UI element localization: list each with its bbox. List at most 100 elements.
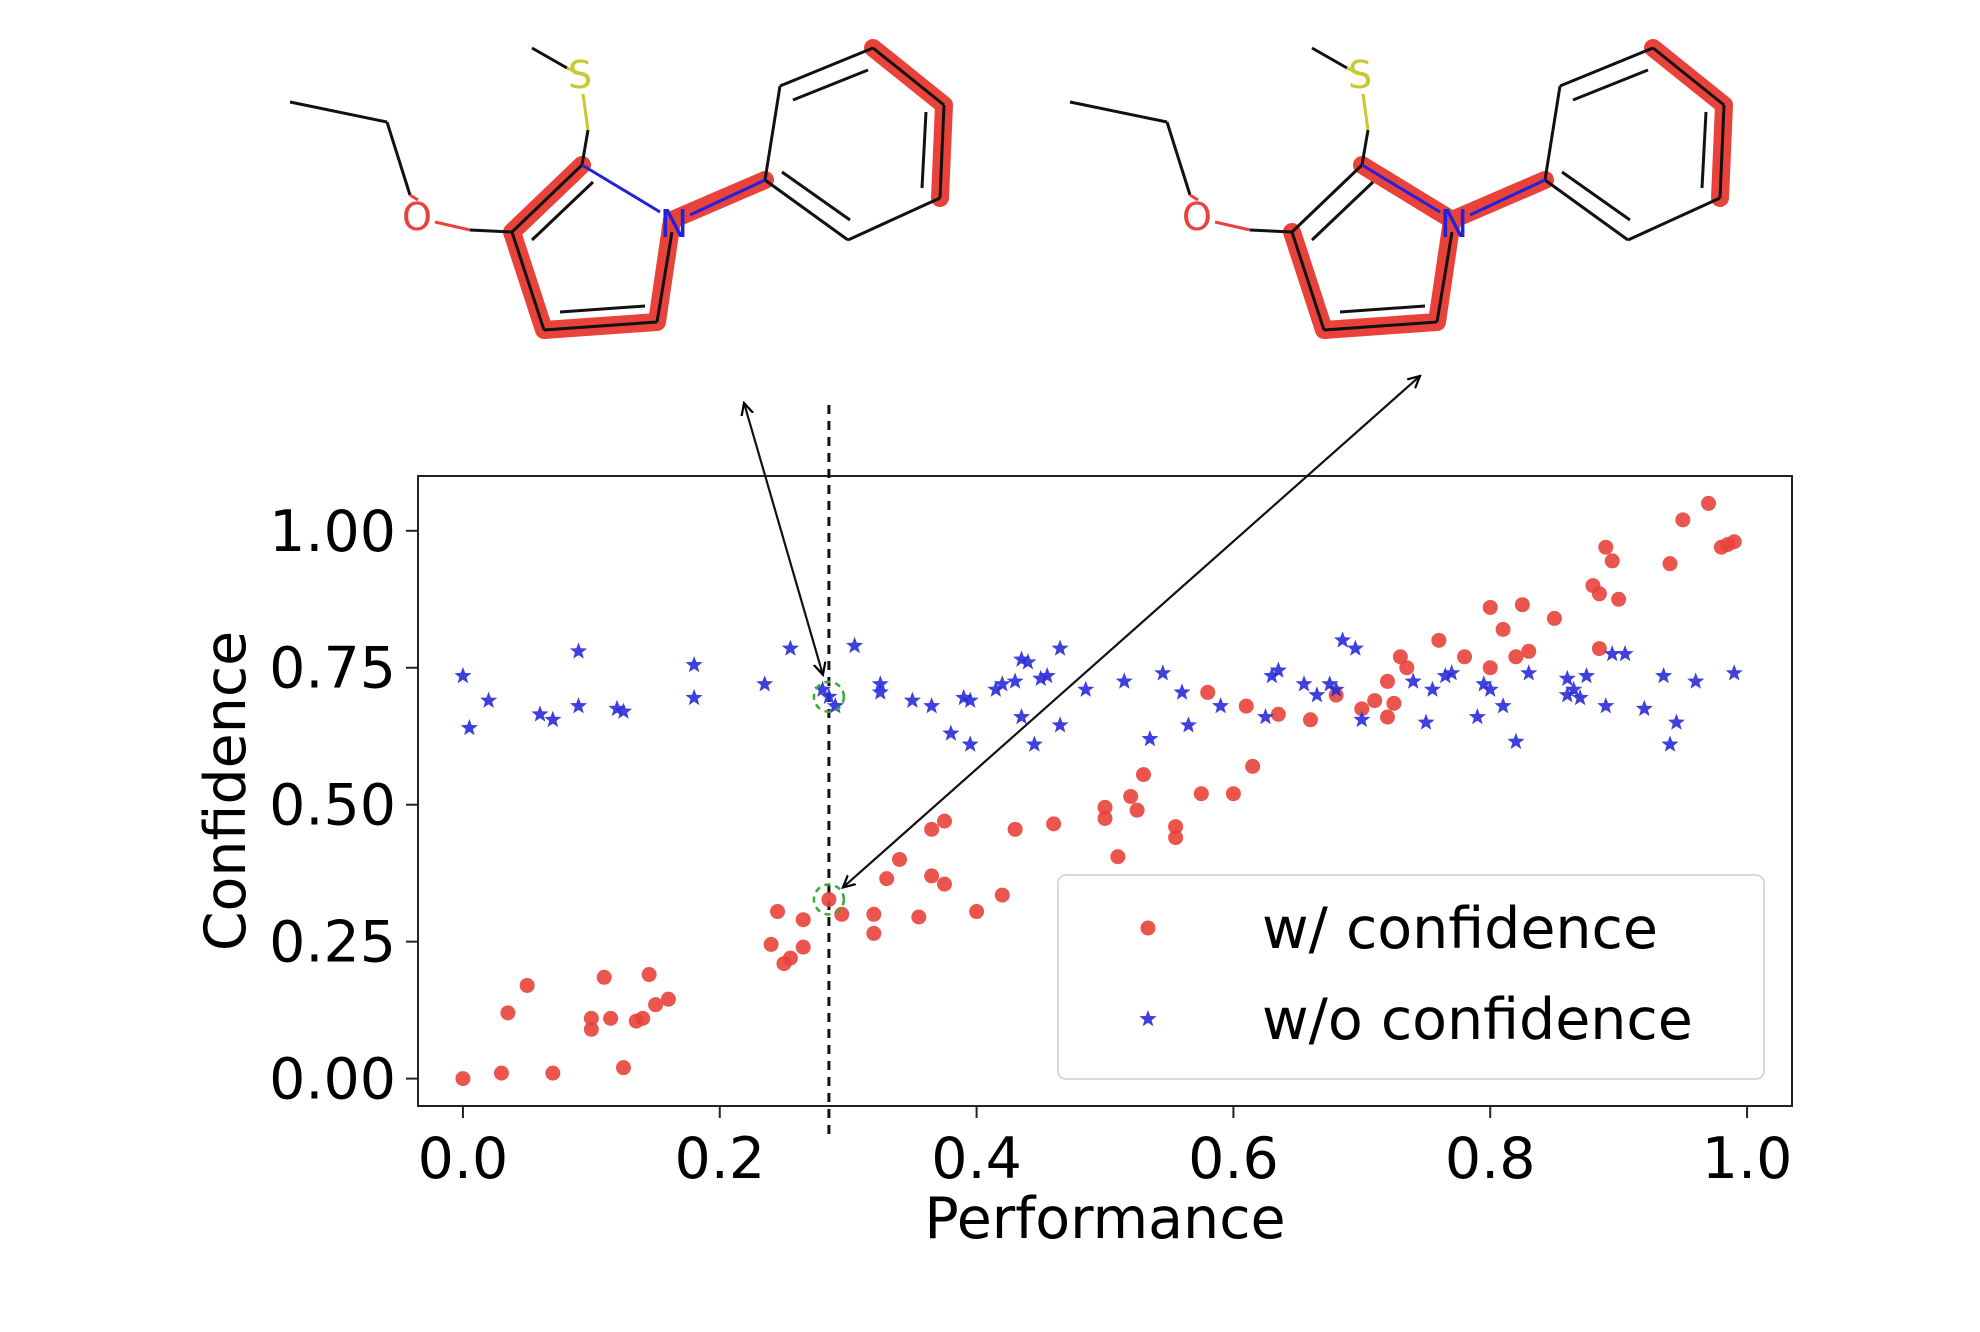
data-point-w-confidence <box>1225 786 1241 802</box>
data-point-w-confidence <box>545 1065 561 1081</box>
legend-star-icon <box>1139 1010 1157 1027</box>
oxygen-atom-label: O <box>402 195 432 239</box>
data-point-w-confidence <box>583 1021 599 1037</box>
data-point-w-confidence <box>969 904 985 920</box>
data-point-wo-confidence <box>961 735 979 752</box>
data-point-w-confidence <box>892 851 908 867</box>
data-point-w-confidence <box>1238 698 1254 714</box>
data-point-wo-confidence <box>1725 664 1743 681</box>
data-point-w-confidence <box>455 1071 471 1087</box>
data-point-wo-confidence <box>1013 708 1031 725</box>
data-point-wo-confidence <box>1077 680 1095 697</box>
series-wo-confidence <box>454 631 1743 752</box>
data-point-w-confidence <box>821 891 837 907</box>
data-point-wo-confidence <box>1334 631 1352 648</box>
data-point-wo-confidence <box>1597 697 1615 714</box>
data-point-w-confidence <box>1302 712 1318 728</box>
data-point-wo-confidence <box>1481 680 1499 697</box>
data-point-w-confidence <box>1046 816 1062 832</box>
data-point-wo-confidence <box>1578 667 1596 684</box>
sulfur-atom-label: S <box>1348 53 1372 97</box>
data-point-w-confidence <box>1380 709 1396 725</box>
legend-marker-w-confidence <box>1140 920 1156 936</box>
data-point-w-confidence <box>1007 821 1023 837</box>
data-point-wo-confidence <box>570 642 588 659</box>
data-point-w-confidence <box>1495 621 1511 637</box>
data-point-w-confidence <box>1591 641 1607 657</box>
nitrogen-atom-label: N <box>660 202 688 246</box>
data-point-wo-confidence <box>1616 645 1634 662</box>
data-point-wo-confidence <box>614 702 632 719</box>
data-point-wo-confidence <box>813 680 832 697</box>
data-point-w-confidence <box>866 906 882 922</box>
data-point-w-confidence <box>1514 597 1530 613</box>
data-point-wo-confidence <box>1115 672 1133 689</box>
data-point-w-confidence <box>1123 788 1139 804</box>
data-point-w-confidence <box>924 821 940 837</box>
data-point-wo-confidence <box>1494 697 1512 714</box>
legend-marker-wo-confidence <box>1139 1010 1157 1027</box>
data-point-wo-confidence <box>923 697 941 714</box>
y-tick-label: 0.00 <box>269 1047 396 1113</box>
data-point-wo-confidence <box>1179 716 1197 733</box>
data-point-wo-confidence <box>454 667 472 684</box>
data-point-w-confidence <box>994 887 1010 903</box>
sulfur-atom-label: S <box>568 53 592 97</box>
data-point-wo-confidence <box>1308 686 1326 703</box>
data-point-wo-confidence <box>1687 672 1705 689</box>
data-point-w-confidence <box>1193 786 1209 802</box>
data-point-wo-confidence <box>1006 672 1024 689</box>
data-point-w-confidence <box>660 991 676 1007</box>
data-point-wo-confidence <box>1141 730 1159 747</box>
data-point-w-confidence <box>1380 673 1396 689</box>
data-point-wo-confidence <box>1565 680 1583 697</box>
data-point-w-confidence <box>493 1065 509 1081</box>
data-point-w-confidence <box>1482 599 1498 615</box>
data-point-w-confidence <box>648 997 664 1013</box>
data-point-wo-confidence <box>871 683 889 700</box>
data-point-w-confidence <box>795 939 811 955</box>
data-point-wo-confidence <box>820 687 838 705</box>
data-point-wo-confidence <box>531 705 549 722</box>
data-point-wo-confidence <box>756 675 774 692</box>
data-point-w-confidence <box>911 909 927 925</box>
data-point-wo-confidence <box>1257 708 1275 725</box>
y-axis-ticks: 0.00 0.25 0.50 0.75 1.00 <box>269 499 418 1113</box>
data-point-w-confidence <box>635 1010 651 1026</box>
data-point-w-confidence <box>519 977 535 993</box>
data-point-w-confidence <box>1482 660 1498 676</box>
data-point-w-confidence <box>1367 693 1383 709</box>
molecule-bonds <box>289 46 946 332</box>
data-point-w-confidence <box>834 906 850 922</box>
highlight-ring <box>812 883 846 916</box>
data-point-wo-confidence <box>903 691 921 708</box>
data-point-w-confidence <box>641 967 657 983</box>
data-point-wo-confidence <box>1635 699 1653 717</box>
data-point-wo-confidence <box>1051 639 1069 656</box>
oxygen-atom-label: O <box>1182 195 1212 239</box>
data-point-wo-confidence <box>685 656 703 673</box>
legend-label-wo-confidence: w/o confidence <box>1262 987 1693 1053</box>
data-point-wo-confidence <box>1571 688 1589 706</box>
scatter-plot: 0.0 0.2 0.4 0.6 0.8 1.0 0.000.250.500.751.00 … <box>193 376 1793 1252</box>
legend-box <box>1057 874 1765 1080</box>
data-point-w-confidence <box>1168 830 1184 846</box>
data-point-w-confidence <box>1598 539 1614 555</box>
data-point-w-confidence <box>1136 767 1152 783</box>
data-point-wo-confidence <box>1558 686 1576 703</box>
arrow-to-left-molecule <box>744 403 823 675</box>
heteroatom-bonds <box>1189 66 1546 234</box>
data-point-w-confidence <box>1245 758 1261 774</box>
heteroatom-bonds <box>409 66 766 234</box>
data-point-w-confidence <box>763 936 779 952</box>
data-point-wo-confidence <box>570 697 588 714</box>
x-axis-title: Performance <box>924 1186 1285 1252</box>
data-point-wo-confidence <box>1667 713 1685 730</box>
legend-label-w-confidence: w/ confidence <box>1262 896 1658 962</box>
data-point-w-confidence <box>1611 591 1627 607</box>
data-point-wo-confidence <box>480 691 498 708</box>
data-point-wo-confidence <box>781 639 799 656</box>
data-point-wo-confidence <box>1603 645 1621 662</box>
legend-circle-icon <box>1140 920 1156 936</box>
